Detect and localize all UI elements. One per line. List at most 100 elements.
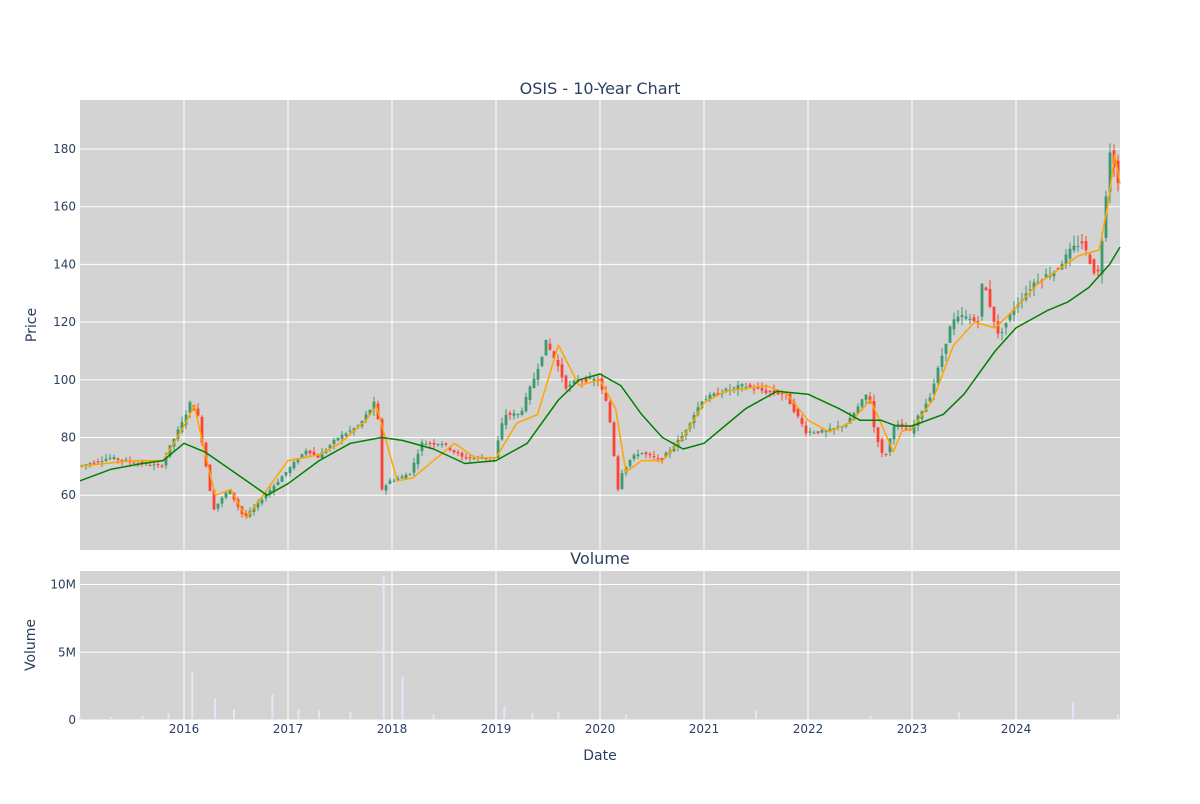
volume-y-tick-label: 0 bbox=[68, 713, 76, 727]
candle-body bbox=[740, 384, 744, 387]
candle-body bbox=[548, 343, 552, 350]
price-candle bbox=[160, 464, 164, 468]
price-candle bbox=[392, 478, 396, 483]
price-candle bbox=[956, 310, 960, 324]
candle-body bbox=[520, 410, 524, 415]
volume-bar bbox=[557, 711, 560, 720]
candle-body bbox=[500, 423, 504, 440]
price-candle bbox=[616, 454, 620, 492]
candle-body bbox=[672, 446, 676, 452]
price-candle bbox=[220, 496, 224, 508]
price-candle bbox=[644, 451, 648, 459]
candle-body bbox=[984, 287, 988, 291]
candle-body bbox=[208, 464, 212, 492]
candle-body bbox=[952, 319, 956, 330]
x-tick-label: 2020 bbox=[585, 722, 616, 736]
price-candle bbox=[412, 457, 416, 478]
candle-body bbox=[156, 464, 160, 466]
price-candle bbox=[176, 426, 180, 442]
candle-body bbox=[112, 457, 116, 459]
candle-body bbox=[996, 321, 1000, 334]
volume-bar bbox=[191, 671, 194, 720]
price-candle bbox=[504, 409, 508, 430]
moving-average-short-line bbox=[79, 154, 1121, 520]
candle-body bbox=[316, 455, 320, 458]
candle-body bbox=[504, 414, 508, 426]
candle-body bbox=[256, 501, 260, 508]
volume-bar bbox=[432, 714, 435, 720]
candle-body bbox=[632, 455, 636, 459]
candle-body bbox=[820, 430, 824, 433]
volume-bar bbox=[503, 706, 506, 720]
price-candle bbox=[1100, 232, 1104, 284]
candle-body bbox=[92, 462, 96, 464]
price-candle bbox=[620, 469, 624, 490]
candle-body bbox=[1084, 241, 1088, 251]
price-candle bbox=[96, 458, 100, 465]
candle-body bbox=[700, 401, 704, 409]
candle-body bbox=[896, 423, 900, 425]
candle-body bbox=[708, 394, 712, 400]
price-candle bbox=[408, 473, 412, 476]
candle-body bbox=[436, 444, 440, 446]
price-candle bbox=[980, 283, 984, 321]
candle-body bbox=[216, 503, 220, 509]
candle-body bbox=[1004, 322, 1008, 328]
price-candle bbox=[1012, 301, 1016, 322]
candle-body bbox=[1052, 272, 1056, 277]
candle-body bbox=[400, 476, 404, 479]
candle-body bbox=[864, 394, 868, 400]
candle-body bbox=[1036, 282, 1040, 284]
candle-body bbox=[1068, 248, 1072, 259]
candle-body bbox=[532, 378, 536, 388]
candle-body bbox=[1088, 254, 1092, 264]
price-candle bbox=[224, 491, 228, 500]
candle-body bbox=[796, 408, 800, 417]
price-candle bbox=[548, 338, 552, 351]
price-candle bbox=[104, 453, 108, 462]
volume-bar bbox=[167, 713, 170, 720]
candle-body bbox=[132, 462, 136, 464]
price-candle bbox=[524, 392, 528, 413]
price-candle bbox=[384, 483, 388, 495]
candle-body bbox=[780, 393, 784, 395]
price-candle bbox=[416, 449, 420, 470]
volume-bar bbox=[625, 714, 627, 720]
volume-bar bbox=[318, 710, 321, 720]
candle-body bbox=[332, 439, 336, 444]
candle-body bbox=[988, 288, 992, 307]
price-candle bbox=[968, 314, 972, 325]
price-candle bbox=[940, 348, 944, 372]
candle-body bbox=[168, 445, 172, 457]
price-candle bbox=[208, 463, 212, 492]
candle-body bbox=[608, 402, 612, 423]
candle-body bbox=[812, 432, 816, 434]
price-candle bbox=[424, 440, 428, 446]
candle-body bbox=[752, 388, 756, 390]
price-candle bbox=[808, 427, 812, 436]
candle-body bbox=[660, 458, 664, 461]
candle-body bbox=[588, 377, 592, 379]
candle-body bbox=[760, 388, 764, 391]
candle-body bbox=[536, 368, 540, 380]
volume-bar bbox=[382, 576, 385, 720]
candle-body bbox=[460, 453, 464, 457]
price-candle bbox=[804, 420, 808, 437]
price-chart-title: OSIS - 10-Year Chart bbox=[520, 79, 681, 98]
candle-body bbox=[568, 384, 572, 387]
candle-body bbox=[440, 444, 444, 446]
candle-body bbox=[768, 390, 772, 392]
price-candle bbox=[864, 394, 868, 404]
candle-body bbox=[308, 450, 312, 454]
candle-body bbox=[108, 457, 112, 459]
candle-body bbox=[732, 387, 736, 389]
candle-body bbox=[880, 439, 884, 453]
candle-body bbox=[228, 490, 232, 495]
candle-body bbox=[444, 443, 448, 445]
candle-body bbox=[764, 390, 768, 393]
volume-bar bbox=[869, 715, 872, 720]
candle-body bbox=[716, 393, 720, 396]
candle-body bbox=[244, 513, 248, 517]
candle-body bbox=[856, 406, 860, 414]
candle-body bbox=[904, 428, 908, 430]
